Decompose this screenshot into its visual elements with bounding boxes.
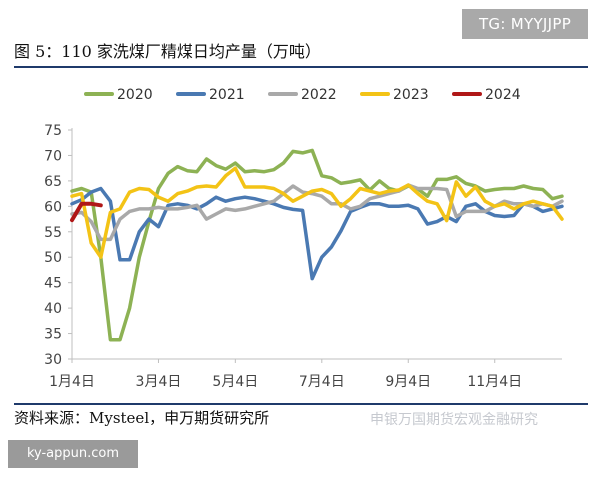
y-tick-label: 35 [44, 327, 62, 343]
series-line-2020 [70, 148, 564, 342]
legend-label-2020: 2020 [117, 87, 153, 103]
figure-title: 图 5：110 家洗煤厂精煤日均产量（万吨） [14, 42, 321, 61]
y-tick-label: 55 [44, 225, 62, 241]
x-tick-label: 5月4日 [212, 374, 258, 390]
y-tick-label: 60 [44, 199, 62, 215]
y-tick-label: 65 [44, 174, 62, 190]
site-badge: ky-appun.com [8, 440, 138, 468]
y-tick-label: 45 [44, 276, 62, 292]
title-rule [14, 66, 588, 68]
y-tick-label: 70 [44, 148, 62, 164]
x-tick-label: 11月4日 [467, 374, 522, 390]
y-tick-label: 50 [44, 250, 62, 266]
x-tick-label: 1月4日 [49, 374, 95, 390]
y-tick-label: 40 [44, 301, 62, 317]
source-note: 资料来源：Mysteel，申万期货研究所 [14, 409, 270, 427]
watermark: 申银万国期货宏观金融研究 [370, 412, 538, 428]
x-tick-label: 9月4日 [385, 374, 431, 390]
plot-area [70, 148, 564, 342]
axes: 30 35 40 45 50 55 60 65 70 75 1月4日 3月4日 5月4日 7月4日 9月4日… [44, 123, 562, 390]
series-line-2024 [70, 201, 103, 223]
series-line-2023 [70, 166, 564, 259]
x-tick-label: 7月4日 [299, 374, 345, 390]
legend-label-2021: 2021 [209, 87, 245, 103]
source-rule [14, 403, 588, 405]
y-tick-label: 30 [44, 352, 62, 368]
tg-badge: TG: MYYJJPP [462, 9, 588, 39]
legend-label-2023: 2023 [393, 87, 429, 103]
y-tick-label: 75 [44, 123, 62, 139]
legend-label-2024: 2024 [485, 87, 521, 103]
x-tick-label: 3月4日 [136, 374, 182, 390]
legend: 2020 2021 2022 2023 2024 [84, 87, 521, 103]
legend-label-2022: 2022 [301, 87, 337, 103]
series-line-2022 [70, 183, 564, 242]
series-line-2021 [70, 186, 564, 281]
